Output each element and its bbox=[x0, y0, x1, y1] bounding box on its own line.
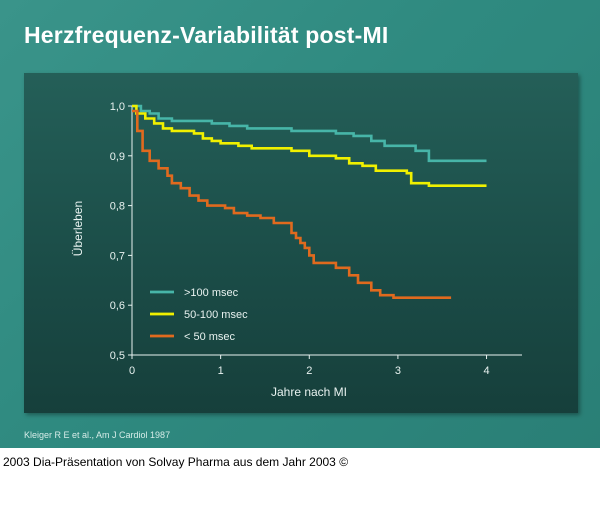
y-tick-label: 0,7 bbox=[110, 250, 125, 262]
source-citation: Kleiger R E et al., Am J Cardiol 1987 bbox=[24, 430, 171, 440]
x-axis-title: Jahre nach MI bbox=[271, 385, 347, 399]
x-tick-label: 3 bbox=[395, 365, 401, 377]
y-tick-label: 1,0 bbox=[110, 101, 125, 113]
series-line-0 bbox=[132, 104, 487, 163]
series-line-1 bbox=[132, 104, 487, 187]
x-tick-label: 4 bbox=[483, 365, 489, 377]
chart-panel: 0,5 0,6 0,7 0,8 0,9 1,0 0 1 2 3 4 Jahre nach MI Über… bbox=[24, 73, 578, 413]
x-tick-label: 0 bbox=[129, 365, 135, 377]
survival-chart: 0,5 0,6 0,7 0,8 0,9 1,0 0 1 2 3 4 Jahre nach MI Über… bbox=[71, 101, 522, 399]
y-tick-label: 0,8 bbox=[110, 201, 125, 213]
y-tick-label: 0,5 bbox=[110, 350, 125, 362]
legend-label-2: < 50 msec bbox=[184, 331, 236, 343]
slide-title: Herzfrequenz-Variabilität post-MI bbox=[24, 22, 389, 48]
x-tick-label: 1 bbox=[218, 365, 224, 377]
legend-label-0: >100 msec bbox=[184, 287, 239, 299]
slide-background: Herzfrequenz-Variabilität post-MI 0,5 0,6… bbox=[0, 0, 600, 448]
y-axis-title: Überleben bbox=[71, 201, 85, 256]
x-tick-label: 2 bbox=[306, 365, 312, 377]
footer-copyright: 2003 Dia-Präsentation von Solvay Pharma … bbox=[3, 455, 349, 469]
y-tick-label: 0,6 bbox=[110, 300, 125, 312]
series-line-2 bbox=[132, 109, 452, 299]
y-tick-label: 0,9 bbox=[110, 151, 125, 163]
legend-label-1: 50-100 msec bbox=[184, 309, 248, 321]
